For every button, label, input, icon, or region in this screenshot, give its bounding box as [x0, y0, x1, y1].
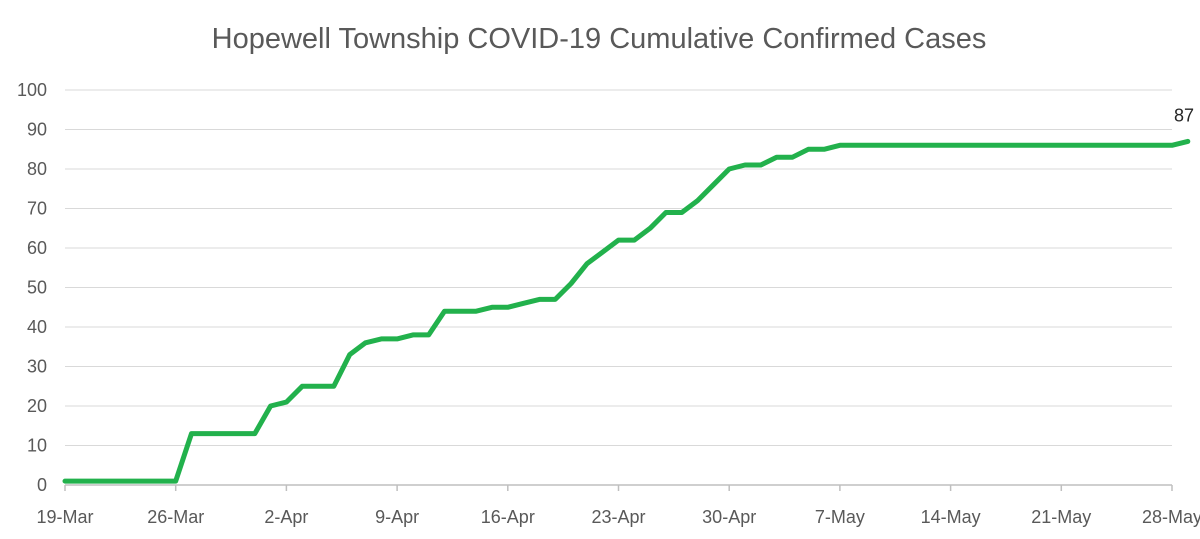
y-tick-label: 60 [27, 238, 47, 258]
y-tick-label: 50 [27, 278, 47, 298]
x-tick-label: 21-May [1031, 507, 1091, 527]
y-tick-label: 40 [27, 317, 47, 337]
x-tick-label: 14-May [921, 507, 981, 527]
y-tick-label: 70 [27, 199, 47, 219]
y-tick-label: 0 [37, 475, 47, 495]
y-tick-label: 10 [27, 436, 47, 456]
series-area [62, 138, 1191, 484]
x-tick-label: 23-Apr [591, 507, 645, 527]
x-tick-label: 2-Apr [264, 507, 308, 527]
y-tick-label: 80 [27, 159, 47, 179]
x-tick-label: 26-Mar [147, 507, 204, 527]
x-tick-label: 7-May [815, 507, 865, 527]
x-tick-label: 9-Apr [375, 507, 419, 527]
chart-title: Hopewell Township COVID-19 Cumulative Co… [212, 23, 987, 55]
y-tick-label: 100 [17, 80, 47, 100]
y-tick-label: 90 [27, 120, 47, 140]
y-tick-label: 20 [27, 396, 47, 416]
data-labels: 87 [1174, 105, 1194, 125]
series-line [62, 138, 1191, 484]
data-label: 87 [1174, 105, 1194, 125]
x-tick-label: 19-Mar [36, 507, 93, 527]
x-tick-label: 30-Apr [702, 507, 756, 527]
x-tick-label: 28-May [1142, 507, 1200, 527]
y-tick-label: 30 [27, 357, 47, 377]
x-tick-label: 16-Apr [481, 507, 535, 527]
gridlines [65, 89, 1172, 446]
axes: 0 10 20 30 40 50 60 70 80 90 100 19-Mar 26-Mar 2-Apr 9… [17, 80, 1200, 527]
